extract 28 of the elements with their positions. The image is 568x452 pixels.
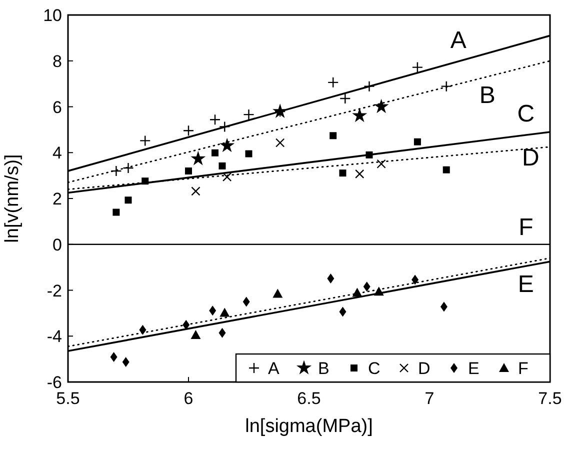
y-tick-label: 6	[52, 98, 62, 117]
annotation: D	[522, 144, 540, 172]
y-tick-label: 0	[52, 235, 62, 254]
x-tick-label: 5.5	[56, 389, 80, 408]
y-axis-title: ln[v(nm/s)]	[2, 154, 23, 243]
x-tick-label: 6.5	[297, 389, 321, 408]
x-axis-title: ln[sigma(MPa)]	[245, 416, 373, 437]
y-tick-label: -2	[46, 281, 62, 300]
y-tick-label: 10	[43, 6, 62, 25]
y-tick-label: 2	[52, 190, 62, 208]
annotation: A	[450, 27, 466, 54]
y-tick-label: 8	[52, 52, 62, 71]
annotation: C	[517, 100, 535, 128]
x-tick-label: 6	[184, 389, 194, 408]
annotation: B	[479, 82, 496, 110]
y-tick-label: -6	[46, 373, 62, 392]
legend-label: A	[268, 359, 280, 378]
y-tick-label: -4	[46, 327, 62, 346]
y-tick-label: 4	[52, 144, 62, 163]
x-tick-label: 7	[424, 389, 434, 408]
legend-label: C	[368, 359, 380, 378]
annotation: E	[518, 271, 534, 298]
legend-label: E	[468, 359, 480, 378]
annotation: F	[518, 214, 534, 242]
legend-label: B	[318, 359, 330, 378]
legend-label: D	[418, 359, 430, 378]
x-tick-label: 7.5	[538, 389, 562, 408]
legend-label: F	[518, 359, 528, 378]
